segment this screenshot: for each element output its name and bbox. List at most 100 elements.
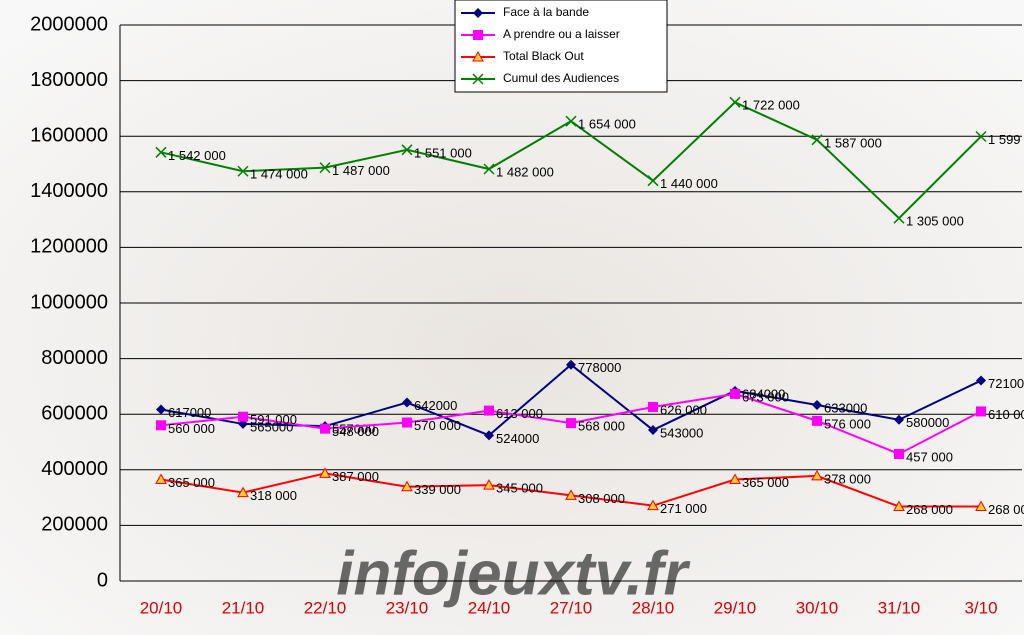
marker — [565, 489, 577, 500]
data-label: 591 000 — [250, 412, 297, 427]
legend: Face à la bande A prendre ou a laisser Tot… — [454, 0, 668, 93]
marker — [156, 420, 166, 431]
legend-marker — [472, 73, 484, 85]
data-label: 268 000 — [906, 502, 953, 517]
marker — [238, 411, 248, 422]
data-label: 617000 — [168, 405, 211, 420]
x-tick-label: 22/10 — [304, 598, 347, 617]
data-label: 633000 — [824, 400, 867, 415]
data-label: 778000 — [578, 360, 621, 375]
marker — [894, 414, 904, 425]
legend-marker — [472, 50, 484, 62]
marker — [812, 415, 822, 426]
data-label: 387 000 — [332, 469, 379, 484]
legend-label: A prendre ou a laisser — [503, 27, 620, 41]
marker — [565, 115, 577, 127]
data-label: 543000 — [660, 425, 703, 440]
marker — [893, 212, 905, 224]
marker — [155, 473, 167, 485]
data-label: 271 000 — [660, 501, 707, 516]
data-label: 345 000 — [496, 481, 543, 496]
x-tick-label: 23/10 — [386, 598, 429, 617]
y-tick-label: 800000 — [41, 347, 108, 369]
legend-label: Total Black Out — [503, 49, 584, 63]
data-label: 580000 — [906, 415, 949, 430]
x-tick-label: 20/10 — [140, 598, 183, 617]
data-label: 673 000 — [742, 389, 789, 404]
y-tick-label: 1400000 — [30, 180, 108, 202]
y-tick-label: 1800000 — [30, 69, 108, 91]
marker — [402, 397, 412, 408]
data-label: 548 000 — [332, 424, 379, 439]
data-label: 339 000 — [414, 482, 461, 497]
data-label: 560 000 — [168, 421, 215, 436]
marker — [729, 473, 741, 485]
data-label: 365 000 — [168, 475, 215, 490]
x-tick-label: 28/10 — [632, 598, 675, 617]
marker — [155, 146, 167, 158]
marker — [237, 165, 249, 177]
x-tick-label: 30/10 — [796, 598, 839, 617]
data-label: 610 000 — [988, 407, 1024, 422]
marker — [975, 130, 987, 143]
marker — [894, 448, 904, 459]
marker — [812, 400, 822, 411]
marker — [811, 469, 823, 481]
data-label: 1 482 000 — [496, 164, 554, 179]
marker — [483, 479, 495, 490]
data-label: 318 000 — [250, 488, 297, 503]
data-label: 721000 — [988, 376, 1024, 391]
data-label: 524000 — [496, 431, 539, 446]
data-label: 568 000 — [578, 419, 625, 434]
data-label: 308 000 — [578, 491, 625, 506]
x-tick-label: 21/10 — [222, 598, 265, 617]
marker — [648, 425, 658, 436]
data-label: 1 587 000 — [824, 135, 882, 150]
data-label: 613 000 — [496, 406, 543, 421]
marker — [811, 134, 823, 146]
y-tick-label: 1000000 — [30, 291, 108, 313]
legend-label: Face à la bande — [503, 5, 589, 19]
marker — [401, 480, 413, 492]
data-label: 1 305 000 — [906, 214, 964, 229]
data-label: 1 551 000 — [414, 145, 472, 160]
marker — [319, 467, 331, 478]
y-tick-label: 2000000 — [30, 13, 108, 35]
marker — [402, 417, 412, 428]
legend-label: Cumul des Audiences — [503, 71, 619, 85]
marker — [401, 144, 413, 156]
watermark: infojeuxtv.fr — [336, 539, 690, 608]
data-label: 1 542 000 — [168, 148, 226, 163]
legend-box — [454, 0, 668, 93]
marker — [975, 500, 987, 511]
legend-marker — [473, 30, 483, 40]
data-label: 378 000 — [824, 471, 871, 486]
data-label: 457 000 — [906, 449, 953, 464]
marker — [976, 406, 986, 417]
x-tick-label: 27/10 — [550, 598, 593, 617]
y-tick-label: 400000 — [41, 458, 108, 480]
marker — [566, 359, 576, 370]
x-tick-label: 24/10 — [468, 598, 511, 617]
data-label: 684000 — [742, 386, 785, 401]
data-label: 642000 — [414, 398, 457, 413]
marker — [566, 418, 576, 429]
data-label: 1 599 000 — [988, 132, 1024, 147]
marker — [647, 175, 659, 187]
y-tick-label: 0 — [97, 569, 108, 591]
marker — [976, 375, 986, 386]
data-label: 626 000 — [660, 402, 707, 417]
data-label: 268 000 — [988, 502, 1024, 517]
marker — [156, 404, 166, 415]
y-tick-label: 1200000 — [30, 236, 108, 258]
marker — [893, 500, 905, 511]
x-tick-label: 29/10 — [714, 598, 757, 617]
marker — [484, 430, 494, 441]
data-label: 1 722 000 — [742, 98, 800, 113]
marker — [320, 423, 330, 434]
legend-marker — [473, 8, 483, 18]
marker — [729, 96, 741, 108]
data-label: 365 000 — [742, 475, 789, 490]
